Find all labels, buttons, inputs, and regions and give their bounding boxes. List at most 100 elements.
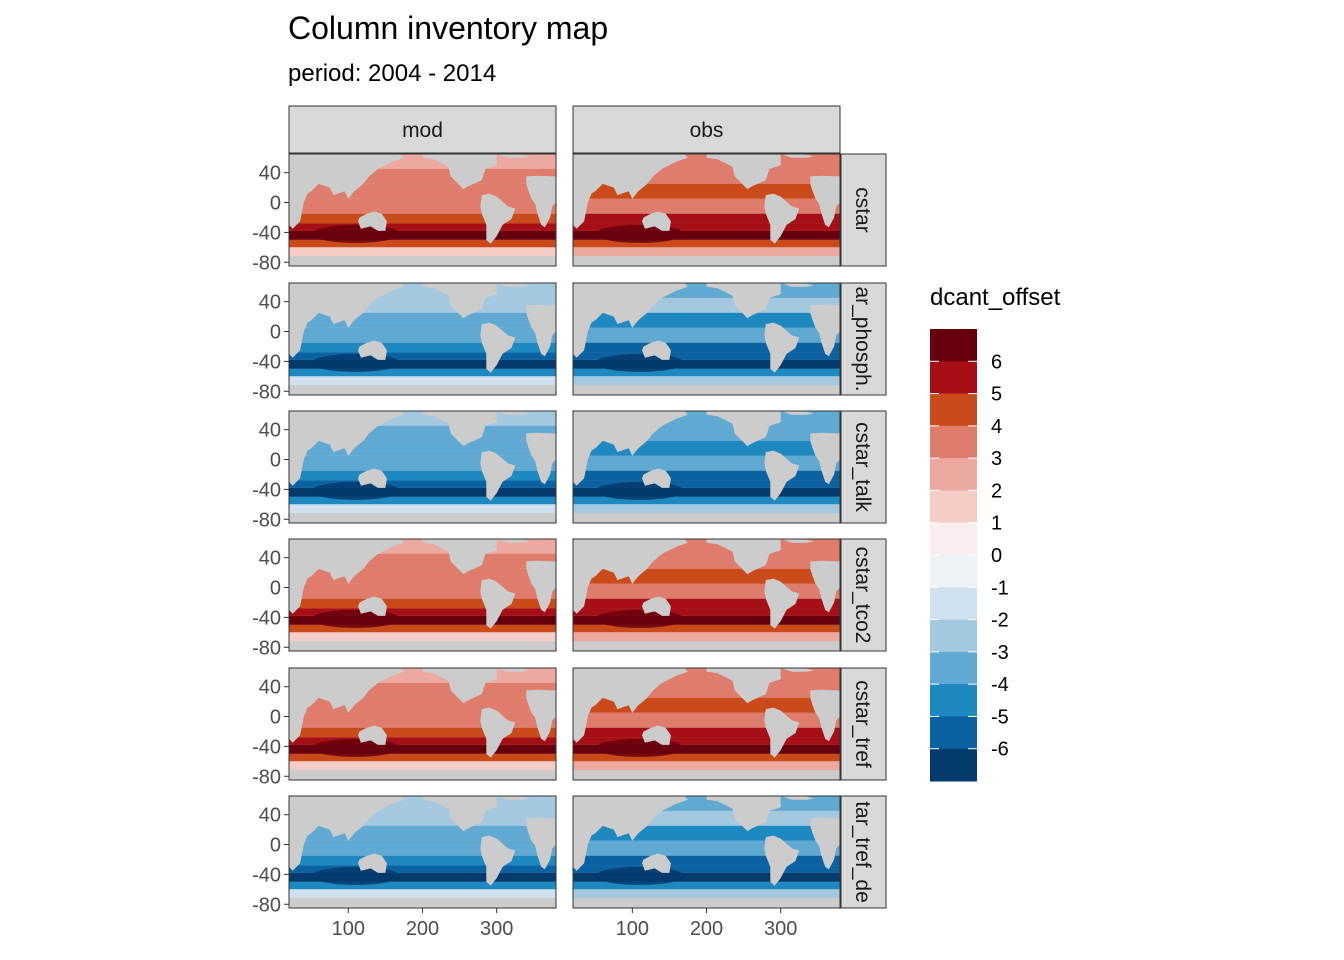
ocean-band-9	[573, 376, 840, 386]
land-mask-5	[526, 175, 556, 228]
land-mask-2	[642, 725, 671, 745]
land-mask-3	[422, 796, 497, 832]
legend-label: 1	[991, 513, 1002, 535]
row-strip-4	[840, 538, 887, 652]
land-mask-1	[289, 668, 404, 743]
panel-obs-cstar	[572, 153, 841, 267]
ocean-band-8	[573, 753, 840, 762]
ocean-band-7	[289, 872, 556, 882]
land-mask-5	[810, 432, 840, 485]
land-mask-2	[358, 853, 387, 873]
land-mask-4	[480, 578, 516, 629]
land-mask-2	[642, 468, 671, 488]
y-tick-label: -40	[252, 736, 281, 758]
intense-region	[595, 609, 685, 628]
strip-mod	[288, 105, 557, 154]
legend-label: -6	[991, 739, 1009, 761]
ocean-band-7	[289, 230, 556, 240]
row-strip-1	[840, 153, 887, 267]
land-mask-5	[526, 689, 556, 742]
ocean-band-9	[289, 247, 556, 257]
ocean-band-6	[573, 865, 840, 873]
x-tick-label: 100	[332, 918, 365, 940]
chart-subtitle: period: 2004 - 2014	[288, 60, 497, 87]
land-mask-5	[810, 304, 840, 357]
legend-label: -3	[991, 642, 1009, 664]
ocean-band-5	[289, 213, 556, 224]
ocean-band-6	[289, 865, 556, 873]
ocean-band-8	[289, 753, 556, 762]
ocean-band-6	[289, 737, 556, 745]
ocean-band-4	[573, 712, 840, 728]
land-mask-1	[573, 154, 688, 229]
intense-region	[311, 866, 401, 885]
land-mask-6	[573, 385, 840, 395]
ocean-band-4	[289, 583, 556, 599]
panel-mod-cstar_tref_delta	[288, 795, 557, 909]
legend-label: 6	[991, 351, 1002, 373]
x-tick-label: 300	[480, 918, 513, 940]
land-mask-2	[642, 211, 671, 231]
land-mask-7	[496, 668, 530, 672]
ocean-band-9	[289, 376, 556, 386]
intense-region	[595, 353, 685, 372]
ocean-band-8	[573, 239, 840, 248]
legend-color-8	[930, 555, 977, 588]
ocean-band-6	[289, 352, 556, 360]
panel-mod-cstar_tref	[288, 667, 557, 781]
ocean-band-5	[289, 855, 556, 866]
ocean-band-4	[289, 712, 556, 728]
ocean-band-4	[289, 840, 556, 856]
legend-color-13	[930, 716, 977, 750]
land-mask-7	[780, 411, 814, 415]
land-mask-4	[480, 835, 516, 886]
panel-border	[572, 410, 841, 524]
land-mask-3	[706, 154, 781, 190]
y-tick-label: -80	[252, 252, 281, 274]
ocean-band-7	[573, 359, 840, 369]
ocean-band-5	[573, 727, 840, 738]
row-strips: cstar ar_phosph. cstar_talk cstar_tco2cstar…	[840, 153, 887, 909]
land-mask-3	[422, 154, 497, 190]
land-mask-5	[526, 432, 556, 485]
ocean-band-4	[289, 198, 556, 214]
ocean-band-5	[289, 470, 556, 481]
land-mask-2	[358, 725, 387, 745]
panel-border	[572, 538, 841, 652]
legend-color-6	[930, 490, 977, 524]
land-mask-2	[358, 340, 387, 360]
panel-obs-cstar_talk	[572, 410, 841, 524]
ocean-band-6	[289, 608, 556, 616]
row-strip-label-2: ar_phosph.	[851, 286, 874, 391]
legend-color-3	[930, 393, 977, 427]
intense-region	[595, 738, 685, 757]
y-tick-label: 40	[259, 420, 281, 442]
land-mask-1	[289, 283, 404, 358]
panel-mod-cstar	[288, 153, 557, 267]
land-mask-1	[289, 539, 404, 614]
y-tick-label: 0	[270, 707, 281, 729]
panel-border	[288, 538, 557, 652]
panel-border	[572, 667, 841, 781]
ocean-band-8	[289, 239, 556, 248]
y-tick-label: -80	[252, 766, 281, 788]
y-tick-label: -80	[252, 894, 281, 916]
legend-color-14	[930, 748, 977, 782]
legend-color-12	[930, 684, 977, 717]
row-strip-label-6: tar_tref_de	[851, 801, 874, 903]
land-mask-5	[810, 560, 840, 613]
ocean-band-4	[573, 583, 840, 599]
land-mask-3	[422, 539, 497, 575]
ocean-band-6	[573, 223, 840, 231]
ocean-band-9	[573, 247, 840, 257]
ocean-band-4	[573, 455, 840, 471]
ocean-band-5	[573, 598, 840, 609]
row-strip-2	[840, 282, 887, 396]
panel-border	[572, 282, 841, 396]
row-strip-5	[840, 667, 887, 781]
land-mask-6	[573, 513, 840, 523]
land-mask-6	[573, 770, 840, 780]
ocean-band-8	[573, 881, 840, 890]
legend-label: -5	[991, 706, 1009, 728]
